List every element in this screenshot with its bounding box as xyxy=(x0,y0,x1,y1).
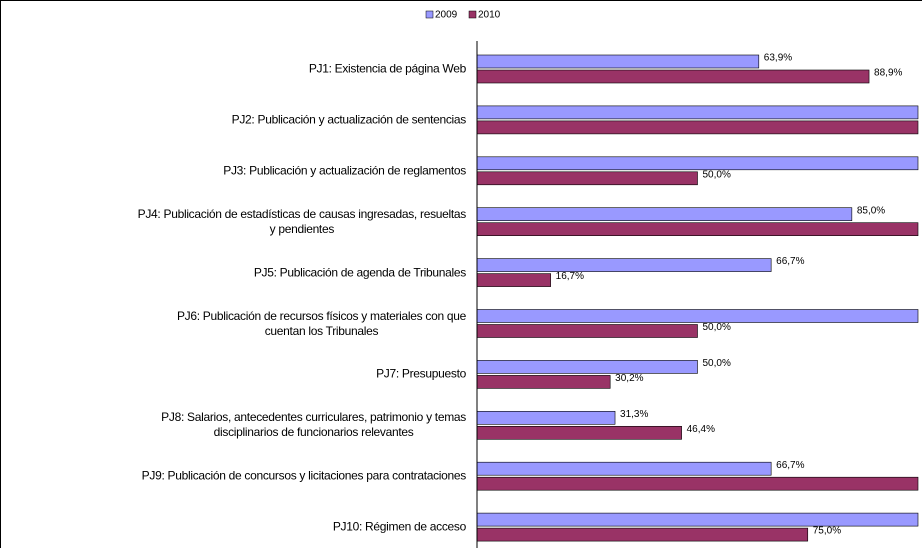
value-label: 31,3% xyxy=(620,409,648,420)
category-label: PJ6: Publicación de recursos físicos y m… xyxy=(176,308,466,338)
legend-swatch xyxy=(425,10,434,19)
bar xyxy=(476,120,919,135)
value-label: 50,0% xyxy=(703,169,731,180)
value-label: 63,9% xyxy=(764,53,792,64)
bar xyxy=(476,309,919,323)
category-label: PJ1: Existencia de página Web xyxy=(308,61,466,76)
category-label: PJ7: Presupuesto xyxy=(376,366,466,381)
bar xyxy=(476,207,853,221)
bar xyxy=(476,512,919,527)
bar xyxy=(476,425,682,440)
value-label: 88,9% xyxy=(874,68,902,79)
legend-swatch xyxy=(468,10,477,19)
bar xyxy=(476,156,919,171)
category-label: PJ3: Publicación y actualización de regl… xyxy=(223,163,466,178)
value-label: 66,7% xyxy=(776,256,804,267)
bar xyxy=(476,324,698,338)
bar xyxy=(476,360,698,374)
bar xyxy=(476,527,809,542)
bar xyxy=(476,461,772,476)
bar xyxy=(476,222,919,236)
bar xyxy=(476,171,698,186)
bar xyxy=(476,476,919,491)
value-label: 16,7% xyxy=(556,271,584,282)
category-label: PJ5: Publicación de agenda de Tribunales xyxy=(253,265,466,280)
legend-label: 2009 xyxy=(435,10,458,21)
value-label: 50,0% xyxy=(703,322,731,333)
bar xyxy=(476,375,611,389)
value-label: 46,4% xyxy=(687,424,715,435)
category-label: PJ10: Régimen de acceso xyxy=(332,519,466,534)
bar xyxy=(476,105,919,120)
category-label: PJ4: Publicación de estadísticas de caus… xyxy=(137,206,467,236)
value-label: 30,2% xyxy=(615,373,643,384)
category-label: PJ2: Publicación y actualización de sent… xyxy=(231,112,467,127)
bar xyxy=(476,54,760,69)
bar xyxy=(476,273,551,287)
bar xyxy=(476,258,772,272)
value-label: 50,0% xyxy=(703,358,731,369)
value-label: 85,0% xyxy=(857,205,885,216)
category-label: PJ8: Salarios, antecedentes curriculares… xyxy=(161,410,466,440)
bar xyxy=(476,69,870,84)
bar xyxy=(476,410,616,425)
legend-label: 2010 xyxy=(478,10,501,21)
value-label: 66,7% xyxy=(776,460,804,471)
category-label: PJ9: Publicación de concursos y licitaci… xyxy=(141,468,467,483)
value-label: 75,0% xyxy=(813,526,841,537)
